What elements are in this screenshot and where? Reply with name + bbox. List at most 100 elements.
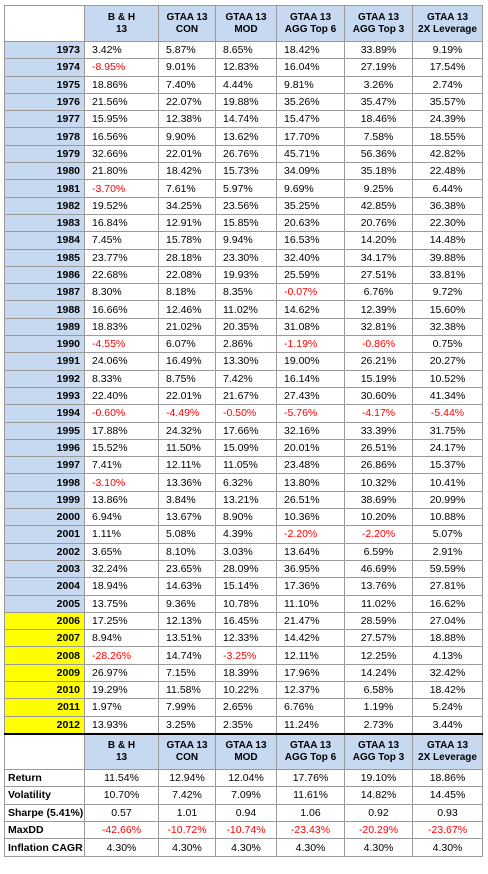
stat-label: Sharpe (5.41%)	[4, 803, 85, 823]
return-cell: -5.76%	[276, 404, 345, 423]
return-cell: 38.69%	[344, 490, 413, 510]
table-row: 1987 8.30% 8.18% 8.35% -0.07% 6.76% 9.72%	[4, 283, 483, 302]
year-cell: 2010	[4, 680, 85, 700]
return-cell: 3.42%	[84, 40, 159, 60]
year-cell: 1973	[4, 40, 85, 60]
table-row: 2006 17.25% 12.13% 16.45% 21.47% 28.59% 27.04%	[4, 611, 483, 631]
return-cell: 8.35%	[215, 283, 277, 302]
column-header-label: GTAA 13 AGG Top 3	[352, 11, 405, 35]
stat-value: 1.01	[158, 803, 216, 823]
stat-value: 4.30%	[344, 838, 413, 857]
return-cell: -2.20%	[344, 525, 413, 544]
return-cell: 7.40%	[158, 75, 216, 94]
return-cell: 15.85%	[215, 213, 277, 233]
return-cell: 56.36%	[344, 144, 413, 164]
return-cell: -1.19%	[276, 335, 345, 354]
table-row: 1993 22.40% 22.01% 21.67% 27.43% 30.60% 41.34%	[4, 386, 483, 406]
table-row: 1983 16.84% 12.91% 15.85% 20.63% 20.76% 22.30%	[4, 213, 483, 233]
table-row: 2012 13.93% 3.25% 2.35% 11.24% 2.73% 3.44%	[4, 715, 483, 735]
return-cell: 4.44%	[215, 75, 277, 94]
return-cell: 26.21%	[344, 352, 413, 371]
return-cell: 6.76%	[344, 283, 413, 302]
return-cell: 13.62%	[215, 127, 277, 146]
table-row: 1998 -3.10% 13.36% 6.32% 13.80% 10.32% 10.41%	[4, 473, 483, 492]
year-cell: 1978	[4, 127, 85, 146]
return-cell: -2.20%	[276, 525, 345, 544]
table-row: 2011 1.97% 7.99% 2.65% 6.76% 1.19% 5.24%	[4, 698, 483, 717]
return-cell: 8.90%	[215, 508, 277, 527]
summary-stats-body: B & H 13 GTAA 13 CON GTAA 13 MOD GTAA 13 AGG…	[4, 732, 483, 857]
year-cell: 2000	[4, 508, 85, 527]
return-cell: 11.58%	[158, 680, 216, 700]
return-cell: 10.22%	[215, 680, 277, 700]
stat-value: 0.94	[215, 803, 277, 823]
year-cell: 1992	[4, 369, 85, 388]
stat-value: 4.30%	[84, 838, 159, 857]
table-row: 1973 3.42% 5.87% 8.65% 18.42% 33.89% 9.19%	[4, 40, 483, 60]
return-cell: 7.99%	[158, 698, 216, 717]
return-cell: 7.15%	[158, 663, 216, 682]
stat-value: -10.74%	[215, 821, 277, 840]
return-cell: 22.48%	[412, 162, 483, 181]
return-cell: 22.30%	[412, 213, 483, 233]
table-row: 2003 32.24% 23.65% 28.09% 36.95% 46.69% 59.59%	[4, 559, 483, 579]
column-header-label: GTAA 13 AGG Top 6	[284, 739, 337, 763]
return-cell: 35.26%	[276, 92, 345, 112]
return-cell: -0.07%	[276, 283, 345, 302]
year-cell: 1977	[4, 110, 85, 129]
return-cell: 14.74%	[158, 646, 216, 665]
column-header-label: GTAA 13 2X Leverage	[418, 739, 477, 763]
return-cell: 24.06%	[84, 352, 159, 371]
return-cell: 3.84%	[158, 490, 216, 510]
return-cell: 33.81%	[412, 265, 483, 285]
return-cell: 15.52%	[84, 438, 159, 458]
return-cell: 21.67%	[215, 386, 277, 406]
year-cell: 1983	[4, 213, 85, 233]
return-cell: 9.19%	[412, 40, 483, 60]
return-cell: 34.25%	[158, 196, 216, 215]
return-cell: 5.07%	[412, 525, 483, 544]
column-header-label: GTAA 13 CON	[166, 739, 208, 763]
stat-value: 4.30%	[276, 838, 345, 857]
return-cell: 27.04%	[412, 611, 483, 631]
table-row: 1995 17.88% 24.32% 17.66% 32.16% 33.39% 31.75%	[4, 421, 483, 440]
return-cell: 0.75%	[412, 335, 483, 354]
return-cell: 12.91%	[158, 213, 216, 233]
return-cell: 10.41%	[412, 473, 483, 492]
return-cell: 16.84%	[84, 213, 159, 233]
return-cell: 20.01%	[276, 438, 345, 458]
return-cell: 9.81%	[276, 75, 345, 94]
return-cell: 26.76%	[215, 144, 277, 164]
return-cell: 4.39%	[215, 525, 277, 544]
stat-row: Sharpe (5.41%) 0.57 1.01 0.94 1.06 0.92 0.93	[4, 803, 483, 823]
table-row: 2005 13.75% 9.36% 10.78% 11.10% 11.02% 16.62%	[4, 594, 483, 613]
table-row: 1991 24.06% 16.49% 13.30% 19.00% 26.21% 20.27%	[4, 352, 483, 371]
return-cell: 15.78%	[158, 231, 216, 250]
year-cell: 1989	[4, 317, 85, 337]
return-cell: 20.63%	[276, 213, 345, 233]
year-cell: 1979	[4, 144, 85, 164]
return-cell: 2.65%	[215, 698, 277, 717]
return-cell: 3.44%	[412, 715, 483, 735]
stat-value: 19.10%	[344, 768, 413, 788]
return-cell: 16.49%	[158, 352, 216, 371]
year-cell: 2008	[4, 646, 85, 665]
column-header-row: B & H 13 GTAA 13 CON GTAA 13 MOD GTAA 13 AGG…	[4, 5, 483, 42]
return-cell: 14.24%	[344, 663, 413, 682]
return-cell: 11.50%	[158, 438, 216, 458]
year-cell: 1974	[4, 58, 85, 77]
return-cell: 32.16%	[276, 421, 345, 440]
return-cell: 13.75%	[84, 594, 159, 613]
return-cell: 34.09%	[276, 162, 345, 181]
table-row: 1980 21.80% 18.42% 15.73% 34.09% 35.18% 22.48%	[4, 162, 483, 181]
return-cell: 23.77%	[84, 248, 159, 267]
table-row: 1978 16.56% 9.90% 13.62% 17.70% 7.58% 18.55%	[4, 127, 483, 146]
stat-label: Return	[4, 768, 85, 788]
column-header: GTAA 13 MOD	[215, 5, 277, 42]
stat-value: -20.29%	[344, 821, 413, 840]
return-cell: 6.76%	[276, 698, 345, 717]
year-cell: 1993	[4, 386, 85, 406]
column-header: GTAA 13 AGG Top 3	[344, 5, 413, 42]
return-cell: 9.69%	[276, 179, 345, 198]
return-cell: 3.26%	[344, 75, 413, 94]
